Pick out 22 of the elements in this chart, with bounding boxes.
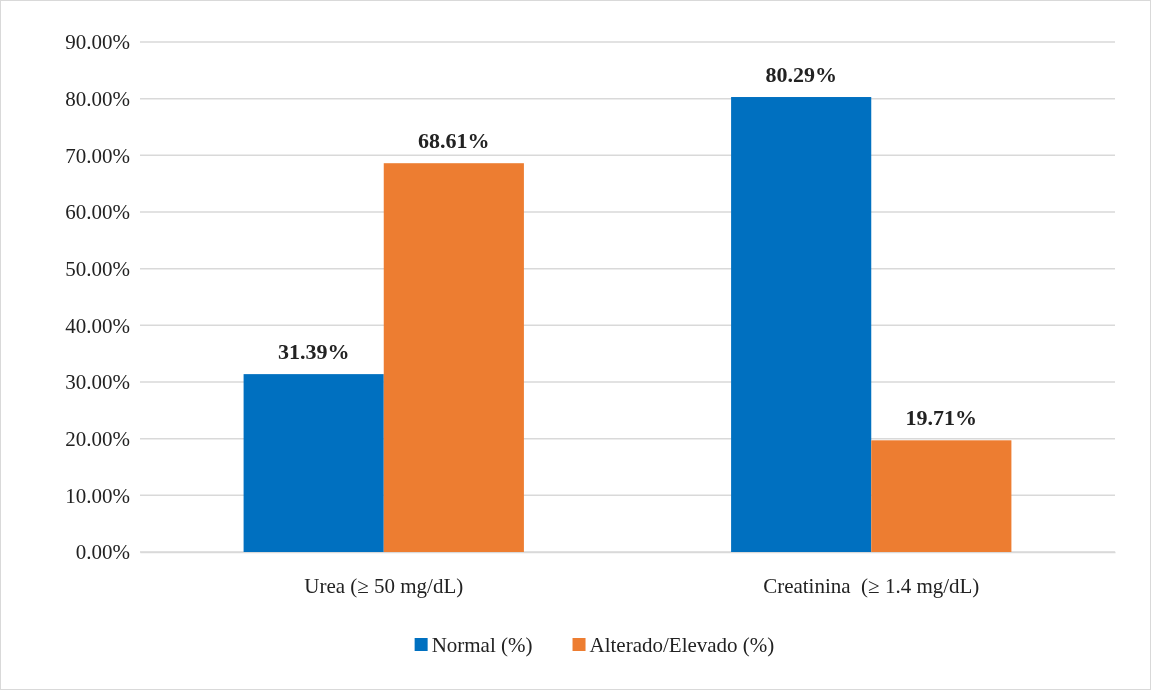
x-tick-label: Creatinina (≥ 1.4 mg/dL) — [763, 573, 980, 598]
data-label: 19.71% — [905, 405, 978, 431]
bar — [871, 440, 1012, 552]
y-tick-label: 30.00% — [65, 370, 130, 395]
x-tick-label: Urea (≥ 50 mg/dL) — [304, 573, 464, 598]
data-label: 80.29% — [765, 62, 837, 88]
legend-label: Normal (%) — [431, 633, 533, 657]
bar — [243, 374, 384, 552]
y-tick-label: 90.00% — [65, 30, 130, 55]
legend-label: Alterado/Elevado (%) — [589, 633, 775, 657]
data-label: 68.61% — [418, 128, 490, 154]
bar — [383, 163, 524, 552]
y-tick-label: 0.00% — [75, 540, 130, 565]
y-tick-label: 60.00% — [65, 200, 130, 225]
y-tick-label: 70.00% — [65, 143, 130, 168]
y-tick-label: 20.00% — [65, 426, 130, 451]
y-tick-label: 40.00% — [65, 313, 130, 338]
bar — [731, 97, 872, 552]
y-tick-label: 10.00% — [65, 483, 130, 508]
y-tick-label: 50.00% — [65, 256, 130, 281]
data-label: 31.39% — [277, 339, 350, 365]
y-tick-label: 80.00% — [65, 86, 130, 111]
